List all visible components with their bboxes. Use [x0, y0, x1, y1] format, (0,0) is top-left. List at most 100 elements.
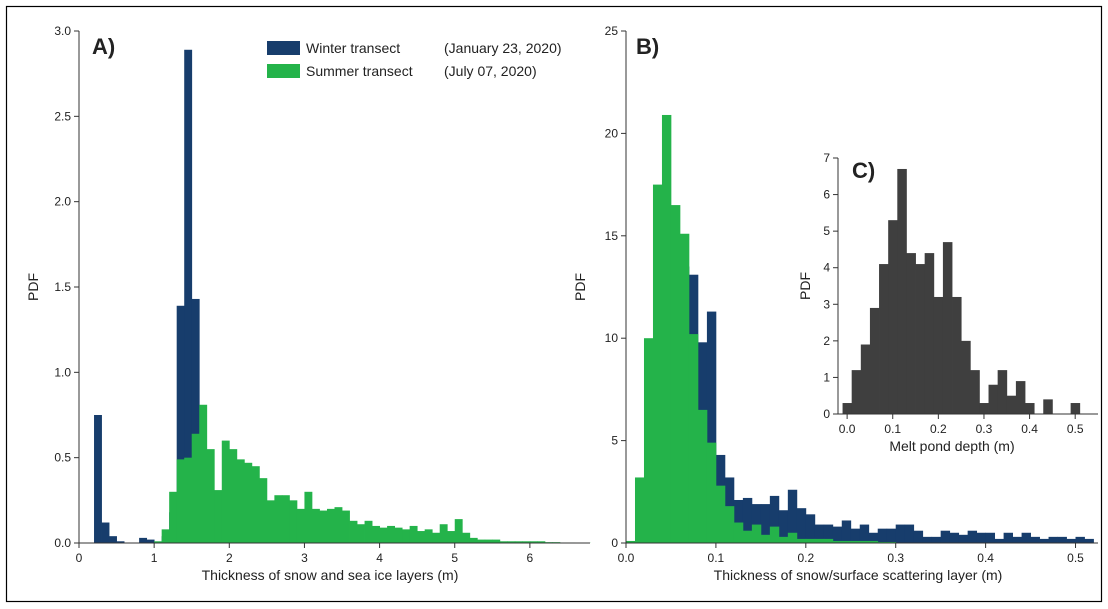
- panel-a-bar: [161, 529, 170, 543]
- panel-b-bar: [760, 504, 771, 543]
- panel-b-bar: [787, 489, 798, 543]
- panel-a-label: A): [92, 34, 115, 59]
- panel-a-bar: [214, 490, 223, 543]
- panel-c-x-tick-label: 0.5: [1067, 422, 1084, 436]
- panel-a-bar: [484, 539, 493, 543]
- panel-a-bar: [342, 510, 350, 543]
- panel-b-bar: [626, 540, 636, 543]
- panel-a-bar: [402, 529, 411, 543]
- panel-b-bar: [814, 524, 825, 543]
- panel-a-bar: [281, 495, 290, 543]
- panel-b-bar: [1066, 538, 1076, 543]
- legend-date-winter: (January 23, 2020): [444, 40, 562, 56]
- panel-a-y-tick-label: 2.0: [54, 195, 71, 209]
- panel-c-label: C): [852, 158, 875, 183]
- panel-b-bar: [913, 530, 924, 543]
- panel-b-y-tick-label: 20: [605, 126, 619, 140]
- panel-b-bar: [859, 540, 870, 543]
- panel-a-bar: [447, 531, 456, 543]
- panel-a-y-axis-label: PDF: [25, 273, 41, 301]
- panel-a-bar: [364, 520, 373, 543]
- panel-b-bar: [841, 520, 852, 543]
- panel-b-bar: [1039, 538, 1049, 543]
- panel-a-bar: [394, 527, 403, 543]
- panel-b-y-tick-label: 25: [605, 24, 619, 38]
- panel-b-bar: [751, 524, 762, 543]
- panel-c-bar: [942, 242, 953, 414]
- panel-b-bar: [715, 485, 726, 543]
- panel-a-y-tick-label: 0.5: [54, 451, 71, 465]
- panel-a-bar: [477, 539, 486, 543]
- panel-c-bar: [879, 264, 889, 414]
- panel-b-bar: [778, 536, 789, 543]
- panel-a-x-tick-label: 0: [76, 551, 83, 565]
- panel-c-x-axis-label: Melt pond depth (m): [889, 438, 1014, 454]
- panel-b-bar: [634, 477, 645, 543]
- panel-a-y-tick-label: 0.0: [54, 536, 71, 550]
- panel-c-y-tick-label: 7: [823, 151, 830, 165]
- panel-b-y-tick-label: 15: [605, 229, 619, 243]
- panel-a-bar: [357, 524, 365, 543]
- panel-c-bar: [924, 253, 935, 414]
- panel-b-x-tick-label: 0.5: [1067, 551, 1084, 565]
- panel-b-bar: [922, 536, 933, 543]
- panel-c-y-tick-label: 4: [823, 261, 830, 275]
- panel-a-bar: [537, 541, 546, 543]
- panel-b-bar: [931, 536, 942, 543]
- panel-a-x-tick-label: 5: [451, 551, 458, 565]
- panel-b-bar: [1057, 536, 1067, 543]
- panel-a-bar: [244, 462, 253, 543]
- panel-b-x-axis-label: Thickness of snow/surface scattering lay…: [714, 567, 1003, 583]
- legend-swatch-winter: [267, 41, 300, 55]
- panel-a-bar: [417, 531, 426, 543]
- panel-b-bar: [1030, 536, 1040, 543]
- panel-b-bar: [706, 442, 717, 543]
- panel-a-bar: [274, 495, 283, 543]
- panel-a-y-tick-label: 1.5: [54, 280, 71, 294]
- panel-b-y-tick-label: 0: [611, 536, 618, 550]
- panel-a-bar: [139, 537, 148, 543]
- panel-a-bar: [409, 525, 418, 543]
- panel-b-bar: [796, 508, 807, 543]
- panel-c-y-tick-label: 0: [823, 407, 830, 421]
- panel-a-bar: [101, 522, 110, 543]
- panel-c-bar: [906, 253, 916, 414]
- panel-a-bar: [221, 440, 230, 543]
- panel-c-bar: [970, 370, 980, 414]
- panel-b-x-tick-label: 0.1: [708, 551, 725, 565]
- panel-a-bar: [379, 527, 388, 543]
- panel-b-x-tick-label: 0.2: [797, 551, 814, 565]
- panel-b-bar: [742, 497, 753, 543]
- panel-c-bar: [933, 296, 944, 414]
- panel-b-bar: [1048, 536, 1058, 543]
- panel-c-y-tick-label: 2: [823, 334, 830, 348]
- panel-a-bar: [462, 532, 471, 543]
- panel-a-plot: 0.0 0.5 1.0 1.5 2.0 2.5 3.0 0 1 2 3 4 5 6 Thickness of…: [25, 24, 591, 583]
- panel-b-bar: [661, 114, 672, 543]
- legend-label-summer: Summer transect: [306, 63, 413, 79]
- panel-c-bar: [860, 344, 871, 414]
- panel-c-bar: [1025, 403, 1035, 414]
- panel-c-x-tick-label: 0.3: [976, 422, 993, 436]
- panel-b-bar: [823, 524, 834, 543]
- panel-c-bar: [997, 370, 1008, 414]
- panel-c-x-tick-label: 0.4: [1021, 422, 1038, 436]
- panel-b-bar: [976, 532, 987, 543]
- panel-b-bar: [850, 528, 861, 543]
- panel-a-bar: [169, 491, 178, 543]
- panel-a-bar: [319, 510, 328, 543]
- panel-a-bar: [529, 541, 538, 543]
- panel-c-bar: [1006, 395, 1017, 414]
- panel-c-bar: [1043, 399, 1053, 414]
- panel-a-bar: [499, 541, 508, 543]
- panel-a-bar: [236, 459, 245, 543]
- panel-b-bar: [1012, 536, 1022, 543]
- panel-a-y-tick-label: 3.0: [54, 24, 71, 38]
- panel-c-bar: [979, 403, 989, 414]
- panel-a-bar: [206, 449, 215, 543]
- panel-b-bar: [823, 538, 834, 543]
- panel-b-bar: [706, 311, 717, 543]
- panel-c-y-tick-label: 5: [823, 224, 830, 238]
